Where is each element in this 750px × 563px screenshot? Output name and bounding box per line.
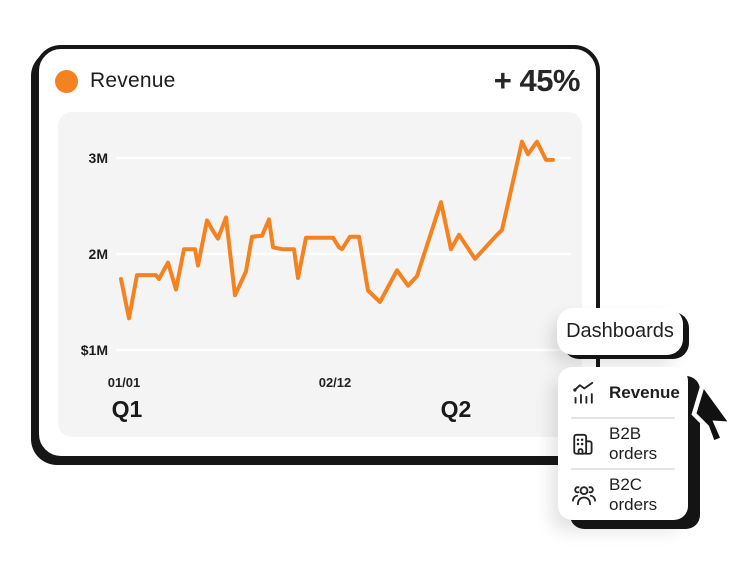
dashboards-button-label: Dashboards bbox=[566, 320, 674, 342]
y-axis-tick: $1M bbox=[80, 342, 108, 358]
dashboards-menu: Revenue B2B orders bbox=[558, 367, 688, 520]
chart-panel: 3M 2M $1M 01/01 02/12 Q1 Q2 bbox=[58, 112, 582, 437]
y-axis-tick: 2M bbox=[88, 246, 108, 262]
menu-item-label: Revenue bbox=[609, 382, 680, 402]
revenue-dot-icon bbox=[55, 69, 78, 93]
menu-divider bbox=[571, 417, 675, 419]
chart-trend-icon bbox=[573, 381, 594, 404]
menu-item-b2b-orders[interactable]: B2B orders bbox=[558, 419, 688, 468]
menu-item-label: B2B orders bbox=[609, 423, 658, 463]
y-axis-tick: 3M bbox=[88, 150, 108, 166]
quarter-label: Q1 bbox=[111, 396, 143, 422]
x-axis-tick: 01/01 bbox=[107, 375, 141, 390]
revenue-card: Revenue + 45% 3M 2M $1M 01/01 02/12 Q1 Q2 bbox=[35, 45, 600, 460]
card-title: Revenue bbox=[90, 69, 176, 92]
dashboards-button[interactable]: Dashboards bbox=[557, 308, 683, 355]
revenue-line-chart bbox=[115, 139, 572, 352]
people-icon bbox=[572, 485, 596, 505]
menu-item-b2c-orders[interactable]: B2C orders bbox=[558, 470, 688, 519]
menu-item-revenue[interactable]: Revenue bbox=[558, 368, 688, 417]
x-axis-tick: 02/12 bbox=[318, 375, 352, 390]
building-icon bbox=[573, 433, 593, 455]
menu-divider bbox=[571, 468, 675, 470]
delta-value: + 45% bbox=[493, 63, 581, 98]
quarter-label: Q2 bbox=[440, 396, 472, 422]
cursor-icon bbox=[691, 380, 737, 446]
card-header: Revenue + 45% bbox=[55, 61, 581, 101]
menu-item-label: B2C orders bbox=[609, 474, 658, 514]
